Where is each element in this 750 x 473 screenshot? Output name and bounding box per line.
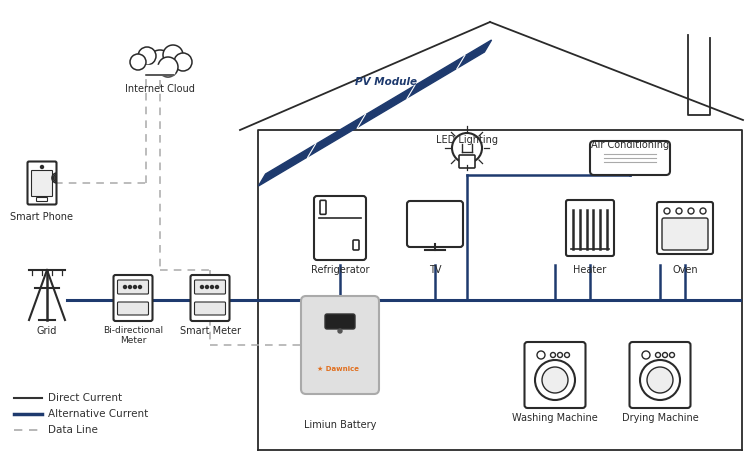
Circle shape <box>642 351 650 359</box>
Circle shape <box>700 208 706 214</box>
Circle shape <box>338 329 342 333</box>
FancyBboxPatch shape <box>590 141 670 175</box>
Text: Drying Machine: Drying Machine <box>622 413 698 423</box>
Text: Limiun Battery: Limiun Battery <box>304 420 376 430</box>
Circle shape <box>565 352 569 358</box>
Circle shape <box>664 208 670 214</box>
Circle shape <box>647 367 673 393</box>
Circle shape <box>130 54 146 70</box>
Circle shape <box>542 367 568 393</box>
FancyBboxPatch shape <box>194 302 226 315</box>
Circle shape <box>670 352 674 358</box>
Circle shape <box>128 286 131 289</box>
FancyBboxPatch shape <box>118 302 148 315</box>
Circle shape <box>206 286 209 289</box>
Text: Refrigerator: Refrigerator <box>310 265 369 275</box>
Circle shape <box>452 133 482 163</box>
FancyBboxPatch shape <box>566 200 614 256</box>
Circle shape <box>550 352 556 358</box>
FancyBboxPatch shape <box>459 155 475 168</box>
Text: Direct Current: Direct Current <box>48 393 122 403</box>
Text: Smart Phone: Smart Phone <box>10 212 74 222</box>
Text: Heater: Heater <box>573 265 607 275</box>
Bar <box>146 65 174 75</box>
FancyBboxPatch shape <box>325 314 355 329</box>
FancyBboxPatch shape <box>28 161 56 204</box>
Text: Data Line: Data Line <box>48 425 98 435</box>
Circle shape <box>148 50 172 74</box>
FancyBboxPatch shape <box>657 202 713 254</box>
Circle shape <box>662 352 668 358</box>
Circle shape <box>158 57 178 77</box>
Circle shape <box>40 166 44 168</box>
Circle shape <box>535 360 575 400</box>
FancyBboxPatch shape <box>118 280 148 294</box>
Circle shape <box>174 53 192 71</box>
Polygon shape <box>259 40 491 186</box>
Circle shape <box>640 360 680 400</box>
Circle shape <box>656 352 661 358</box>
Text: Alternative Current: Alternative Current <box>48 409 148 419</box>
Text: PV Module: PV Module <box>355 77 417 87</box>
Text: Air Conditioning: Air Conditioning <box>591 140 669 150</box>
Circle shape <box>163 45 183 65</box>
Circle shape <box>537 351 545 359</box>
Circle shape <box>215 286 218 289</box>
Text: Internet Cloud: Internet Cloud <box>125 84 195 94</box>
FancyBboxPatch shape <box>190 275 230 321</box>
FancyBboxPatch shape <box>314 196 366 260</box>
Circle shape <box>557 352 562 358</box>
FancyBboxPatch shape <box>37 198 47 201</box>
Text: Grid: Grid <box>37 326 57 336</box>
Text: Washing Machine: Washing Machine <box>512 413 598 423</box>
Circle shape <box>200 286 203 289</box>
Text: ★ Dawnice: ★ Dawnice <box>317 366 359 372</box>
Circle shape <box>138 47 156 65</box>
Text: Bi-directional
Meter: Bi-directional Meter <box>103 326 163 345</box>
Circle shape <box>139 286 142 289</box>
Circle shape <box>688 208 694 214</box>
FancyBboxPatch shape <box>629 342 691 408</box>
Circle shape <box>124 286 127 289</box>
FancyBboxPatch shape <box>194 280 226 294</box>
FancyBboxPatch shape <box>320 201 326 214</box>
FancyBboxPatch shape <box>407 201 463 247</box>
FancyBboxPatch shape <box>32 170 53 196</box>
Text: Smart Meter: Smart Meter <box>179 326 241 336</box>
FancyBboxPatch shape <box>301 296 379 394</box>
Circle shape <box>134 286 136 289</box>
Text: LED Lighting: LED Lighting <box>436 135 498 145</box>
FancyBboxPatch shape <box>113 275 152 321</box>
Text: TV: TV <box>429 265 441 275</box>
FancyBboxPatch shape <box>662 218 708 250</box>
FancyBboxPatch shape <box>353 240 359 250</box>
Circle shape <box>211 286 214 289</box>
Text: Oven: Oven <box>672 265 698 275</box>
Circle shape <box>676 208 682 214</box>
FancyBboxPatch shape <box>524 342 586 408</box>
